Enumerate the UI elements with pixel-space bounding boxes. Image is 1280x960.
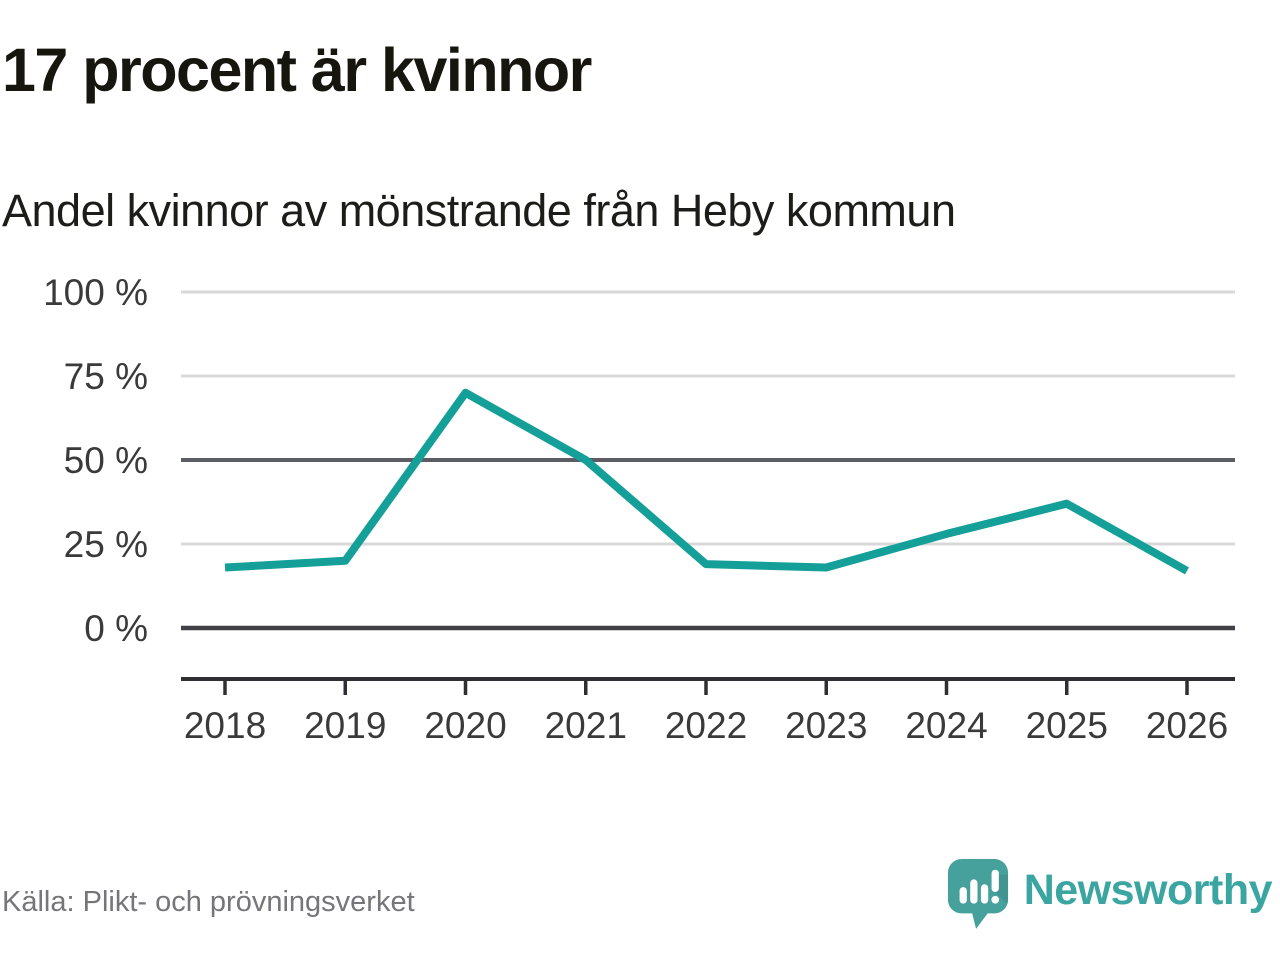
x-axis-tick-label: 2018 [184,705,266,746]
y-axis-tick-label: 50 % [64,440,148,481]
logo-bar-short [959,887,967,904]
x-axis-tick-label: 2025 [1026,705,1108,746]
logo-exclamation-dot [991,895,999,904]
x-axis-tick-label: 2024 [905,705,987,746]
x-axis-tick-label: 2020 [424,705,506,746]
x-axis-tick-label: 2021 [545,705,627,746]
logo-bar-tall [969,879,978,904]
y-axis-tick-label: 75 % [64,356,148,397]
page-subtitle: Andel kvinnor av mönstrande från Heby ko… [2,185,956,236]
logo-bar-medium [980,884,988,904]
x-axis-tick-label: 2022 [665,705,747,746]
page-title: 17 procent är kvinnor [2,36,592,104]
line-chart: 100 % 75 % 50 % 25 % 0 % 2018 2019 2020 2021 2022… [43,272,1235,746]
bar-chart-exclamation-speech-bubble-icon [947,859,1008,929]
brand-wordmark: Newsworthy [1023,865,1273,914]
source-note: Källa: Plikt- och prövningsverket [2,886,415,918]
y-axis-tick-label: 25 % [64,524,148,565]
logo-exclamation-bar [991,869,999,893]
x-axis-tick-label: 2026 [1146,705,1228,746]
x-axis-tick-label: 2019 [304,705,386,746]
data-line-Andel kvinnor av mönstrande [224,388,1189,575]
y-axis-tick-label: 100 % [43,272,148,313]
newsworthy-logo: Newsworthy [946,856,1273,930]
x-axis-tick-label: 2023 [785,705,867,746]
y-axis-tick-label: 0 % [84,608,148,649]
